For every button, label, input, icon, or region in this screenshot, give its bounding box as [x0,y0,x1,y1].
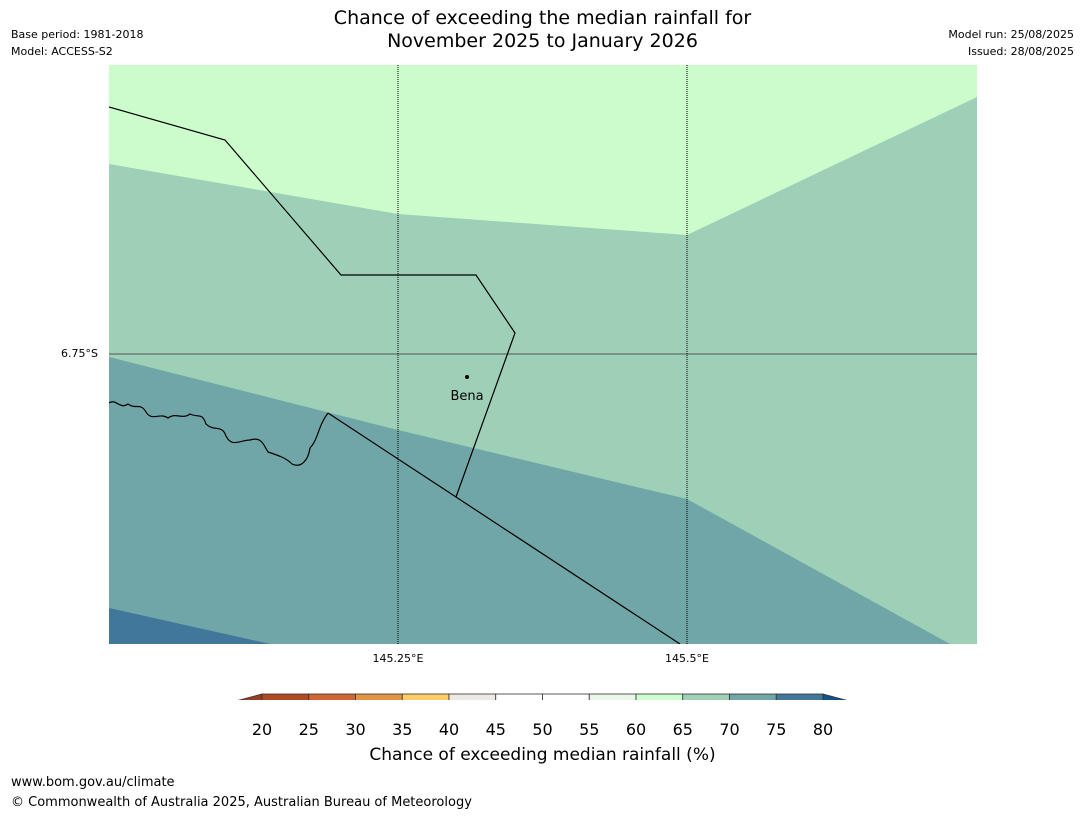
map-title: Chance of exceeding the median rainfall … [0,7,1085,53]
colorbar-swatch-30-35 [355,693,403,700]
colorbar-swatch-50-55 [542,693,590,700]
colorbar-tick-50: 50 [532,720,553,739]
coastline [109,401,329,466]
footer-url[interactable]: www.bom.gov.au/climate [11,775,175,790]
province-boundary [109,106,516,498]
colorbar-swatch-45-50 [495,693,543,700]
colorbar-swatch-60-65 [635,693,684,700]
colorbar-swatch-75-80 [775,693,824,700]
colorbar-tick-55: 55 [579,720,600,739]
colorbar-swatch-65-70 [682,693,730,700]
meta-right: Model run: 25/08/2025 Issued: 28/08/2025 [948,26,1074,60]
zone-75-80 [109,608,270,644]
colorbar-tick-60: 60 [625,720,647,739]
longitude-label-1: 145.25°E [372,652,424,665]
colorbar-swatch-25-30 [308,693,356,700]
colorbar-over-arrow [822,693,848,700]
meta-left: Base period: 1981-2018 Model: ACCESS-S2 [11,26,143,60]
colorbar-swatch-70-75 [729,693,777,700]
latitude-label: 6.75°S [61,347,98,360]
colorbar-swatch-55-60 [588,693,637,700]
colorbar-tick-25: 25 [298,720,319,739]
colorbar-tick-30: 30 [345,720,366,739]
colorbar-swatch-40-45 [448,693,497,700]
colorbar-tick-20: 20 [251,720,273,739]
colorbar-tick-70: 70 [719,720,740,739]
colorbar-tick-80: 80 [812,720,834,739]
colorbar [237,693,848,700]
colorbar-tick-35: 35 [392,720,413,739]
longitude-label-2: 145.5°E [665,652,709,665]
colorbar-label: Chance of exceeding median rainfall (%) [369,745,716,765]
colorbar-under-arrow [237,693,263,700]
colorbar-tick-45: 45 [485,720,506,739]
colorbar-tick-65: 65 [672,720,693,739]
colorbar-tick-75: 75 [766,720,787,739]
colorbar-swatch-20-25 [261,693,310,700]
footer-copyright: © Commonwealth of Australia 2025, Austra… [11,795,472,810]
model-text: Model: ACCESS-S2 [11,45,113,58]
place-label-bena: Bena [450,389,484,404]
colorbar-swatch-35-40 [401,693,450,700]
colorbar-tick-40: 40 [438,720,460,739]
map-title-line-1: Chance of exceeding the median rainfall … [333,7,752,29]
base-period-text: Base period: 1981-2018 [11,28,144,41]
map-title-line-2: November 2025 to January 2026 [387,30,698,52]
province-boundary-south [327,412,681,644]
rainfall-map [109,65,977,700]
model-run-text: Model run: 25/08/2025 [948,28,1074,41]
place-marker-bena [465,375,469,379]
issued-text: Issued: 28/08/2025 [967,45,1074,58]
